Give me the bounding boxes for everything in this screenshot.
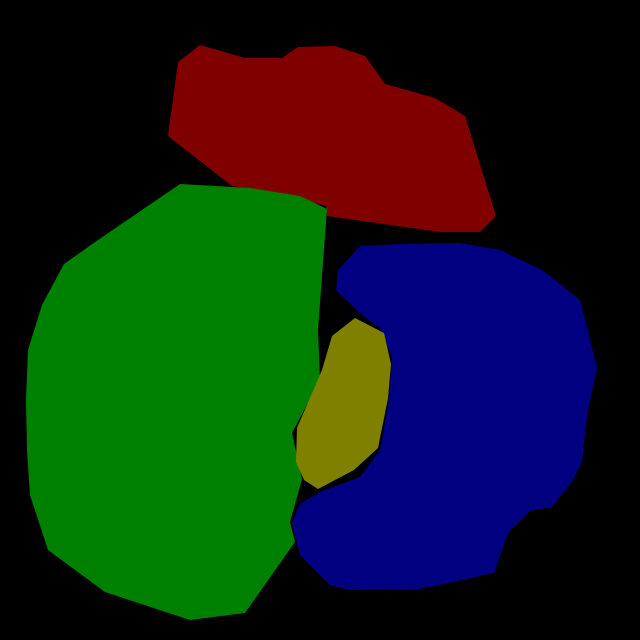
olive-region [296,318,391,489]
green-region [26,184,327,620]
red-region [168,45,496,232]
blue-region [292,243,597,590]
